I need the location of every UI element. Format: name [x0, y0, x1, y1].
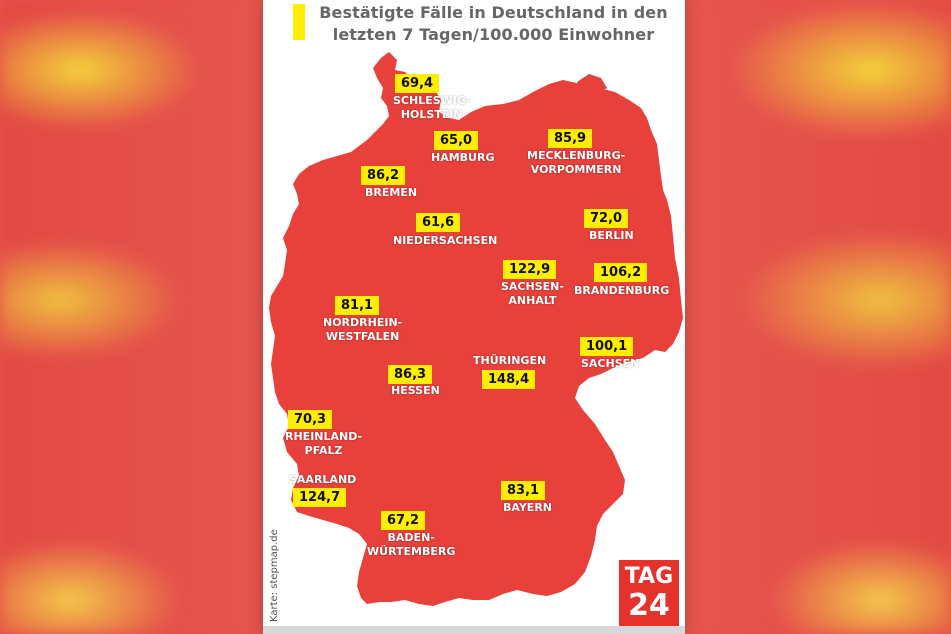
logo-line-1: TAG [624, 564, 674, 589]
label-hamburg: HAMBURG [431, 151, 495, 164]
label-baden-wuerttemberg: BADEN- WÜRTEMBERG [367, 531, 456, 558]
value-sachsen-anhalt: 122,9 [503, 260, 557, 279]
bottom-strip [263, 626, 685, 634]
value-rheinland-pfalz: 70,3 [288, 410, 333, 429]
value-baden-wuerttemberg: 67,2 [381, 511, 426, 530]
label-niedersachsen: NIEDERSACHSEN [393, 234, 498, 247]
label-sachsen: SACHSEN [581, 357, 640, 370]
value-saarland: 124,7 [293, 488, 347, 507]
map-credit: Karte: stepmap.de [269, 529, 280, 622]
value-berlin: 72,0 [584, 209, 629, 228]
value-brandenburg: 106,2 [594, 263, 648, 282]
value-hamburg: 65,0 [434, 131, 479, 150]
label-mecklenburg-vorpommern: MECKLENBURG- VORPOMMERN [527, 149, 626, 176]
value-bayern: 83,1 [501, 481, 546, 500]
label-schleswig-holstein: SCHLESWIG- HOLSTEIN [393, 94, 471, 121]
label-thueringen: THÜRINGEN [473, 354, 547, 367]
value-bremen: 86,2 [361, 166, 406, 185]
label-hessen: HESSEN [391, 384, 440, 397]
value-schleswig-holstein: 69,4 [395, 74, 440, 93]
label-bremen: BREMEN [365, 186, 418, 199]
legend-swatch [293, 4, 305, 40]
value-niedersachsen: 61,6 [416, 213, 461, 232]
label-sachsen-anhalt: SACHSEN- ANHALT [501, 280, 564, 307]
value-hessen: 86,3 [388, 365, 433, 384]
value-thueringen: 148,4 [482, 370, 536, 389]
value-mecklenburg-vorpommern: 85,9 [548, 129, 593, 148]
germany-shape [269, 52, 683, 606]
map-title: Bestätigte Fälle in Deutschland in den l… [311, 2, 676, 46]
label-rheinland-pfalz: RHEINLAND- PFALZ [285, 430, 363, 457]
tag24-logo: TAG 24 [619, 560, 679, 626]
value-nordrhein-westfalen: 81,1 [335, 296, 380, 315]
title-line-1: Bestätigte Fälle in Deutschland in den [319, 3, 668, 22]
germany-map [269, 52, 683, 606]
label-saarland: SAARLAND [289, 473, 357, 486]
label-brandenburg: BRANDENBURG [574, 284, 670, 297]
label-nordrhein-westfalen: NORDRHEIN- WESTFALEN [323, 316, 403, 343]
island-shape [577, 74, 607, 94]
value-sachsen: 100,1 [580, 337, 634, 356]
label-bayern: BAYERN [503, 501, 553, 514]
label-berlin: BERLIN [589, 229, 634, 242]
logo-line-2: 24 [628, 588, 670, 623]
map-card: Bestätigte Fälle in Deutschland in den l… [263, 0, 685, 634]
title-line-2: letzten 7 Tagen/100.000 Einwohner [332, 25, 655, 44]
